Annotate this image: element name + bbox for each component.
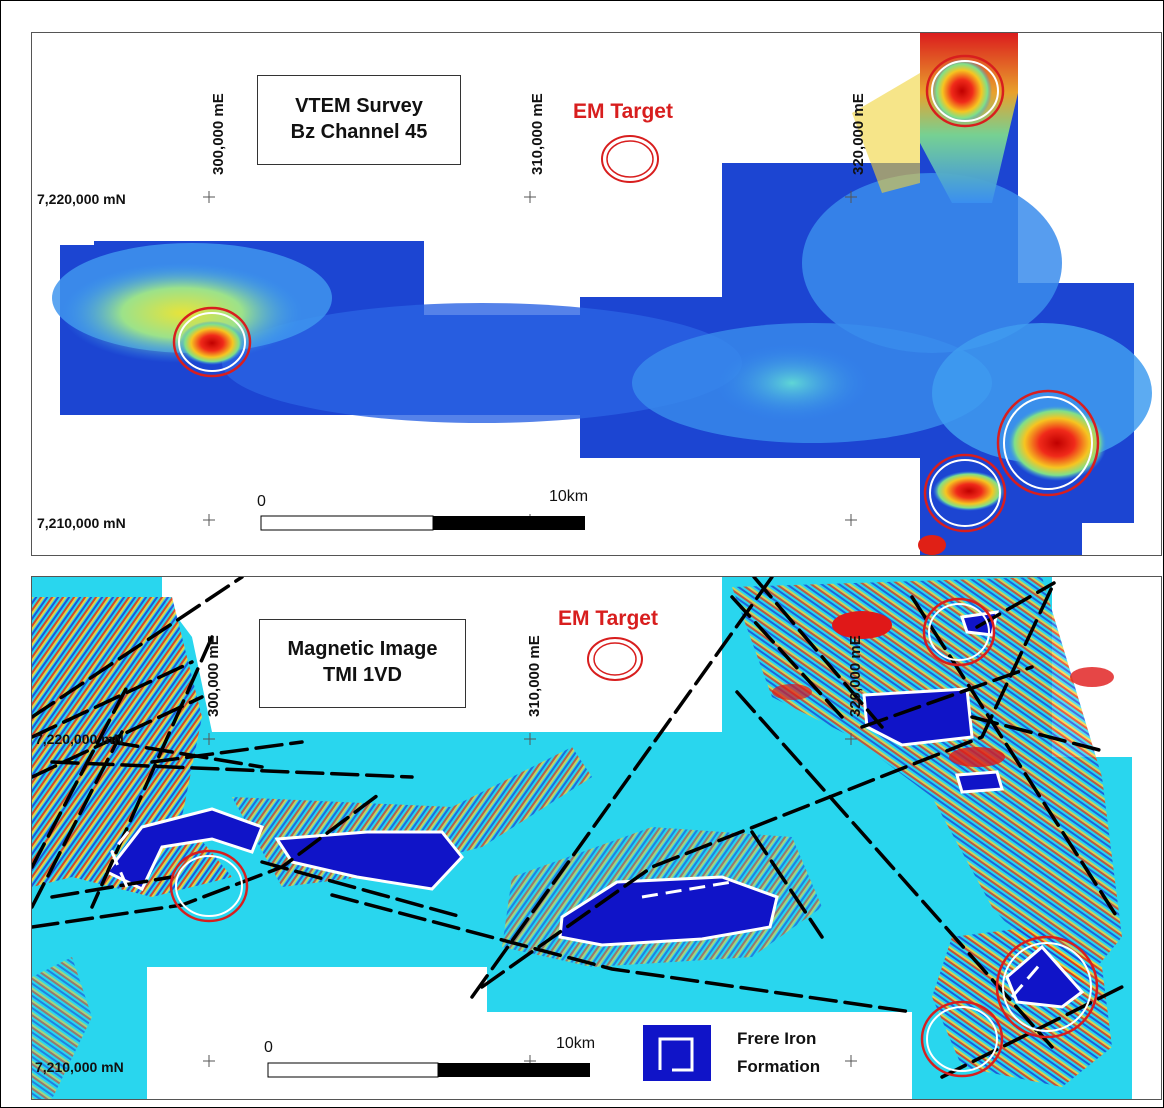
iron-formation-7: [1005, 944, 1085, 1009]
easting-label-320000: 320,000 mE: [850, 93, 867, 175]
northing-label-7210000: 7,210,000 mN: [35, 1059, 124, 1075]
scale-bar: [267, 1062, 590, 1078]
iron-formation-zones: [104, 610, 1085, 1009]
legend-label: Frere Iron Formation: [737, 1025, 820, 1081]
scale-start-label: 0: [257, 493, 266, 510]
em-target-4: [920, 1000, 1004, 1078]
em-target-1: [169, 849, 249, 923]
scale-end-label: 10km: [556, 1035, 596, 1052]
vtem-survey-panel: VTEM Survey Bz Channel 45 EM Target 300,…: [31, 32, 1162, 556]
northing-label-7210000: 7,210,000 mN: [37, 515, 126, 531]
map-title-box: VTEM Survey Bz Channel 45: [257, 75, 461, 165]
em-target-label: EM Target: [573, 100, 673, 123]
fault-lines: [32, 577, 1124, 1079]
em-target-legend-symbol: [587, 637, 643, 681]
em-target-1: [172, 306, 252, 378]
scale-bar: [260, 515, 585, 531]
map-title-line2: TMI 1VD: [323, 664, 402, 686]
em-target-circles: [169, 597, 1099, 1078]
easting-label-320000: 320,000 mE: [847, 635, 864, 717]
scale-start-label: 0: [264, 1039, 273, 1056]
legend-line1: Frere Iron: [737, 1029, 817, 1048]
legend-line2: Formation: [737, 1057, 821, 1076]
northing-label-7220000: 7,220,000 mN: [37, 191, 126, 207]
iron-formation-5: [955, 770, 1004, 794]
em-target-legend-symbol: [601, 135, 659, 183]
easting-label-310000: 310,000 mE: [529, 93, 546, 175]
em-target-label: EM Target: [558, 607, 658, 630]
scale-end-label: 10km: [549, 488, 589, 505]
magnetic-image-panel: Magnetic Image TMI 1VD EM Target 300,000…: [31, 576, 1162, 1100]
iron-formation-2: [274, 830, 464, 891]
easting-label-300000: 300,000 mE: [210, 93, 227, 175]
em-target-3: [995, 935, 1099, 1039]
em-target-4: [923, 453, 1007, 533]
iron-formation-outlines: [110, 826, 1044, 998]
em-target-3: [996, 389, 1100, 497]
map-title-line1: Magnetic Image: [287, 638, 438, 660]
map-title-line2: Bz Channel 45: [290, 121, 428, 143]
iron-formation-4: [862, 687, 974, 747]
em-target-2: [922, 597, 996, 667]
northing-label-7220000: 7,220,000 mN: [35, 731, 124, 747]
em-target-2: [925, 54, 1005, 128]
easting-label-300000: 300,000 mE: [205, 635, 222, 717]
iron-formation-legend-swatch: [643, 1025, 711, 1081]
iron-formation-1: [104, 807, 264, 892]
map-title-box: Magnetic Image TMI 1VD: [259, 619, 466, 708]
vtem-survey-map: [52, 33, 1152, 555]
magnetic-image-map: [32, 577, 1132, 1099]
map-title-line1: VTEM Survey: [295, 95, 423, 117]
vtem-coverage: [52, 33, 1152, 555]
em-target-circles: [172, 54, 1100, 533]
easting-label-310000: 310,000 mE: [526, 635, 543, 717]
